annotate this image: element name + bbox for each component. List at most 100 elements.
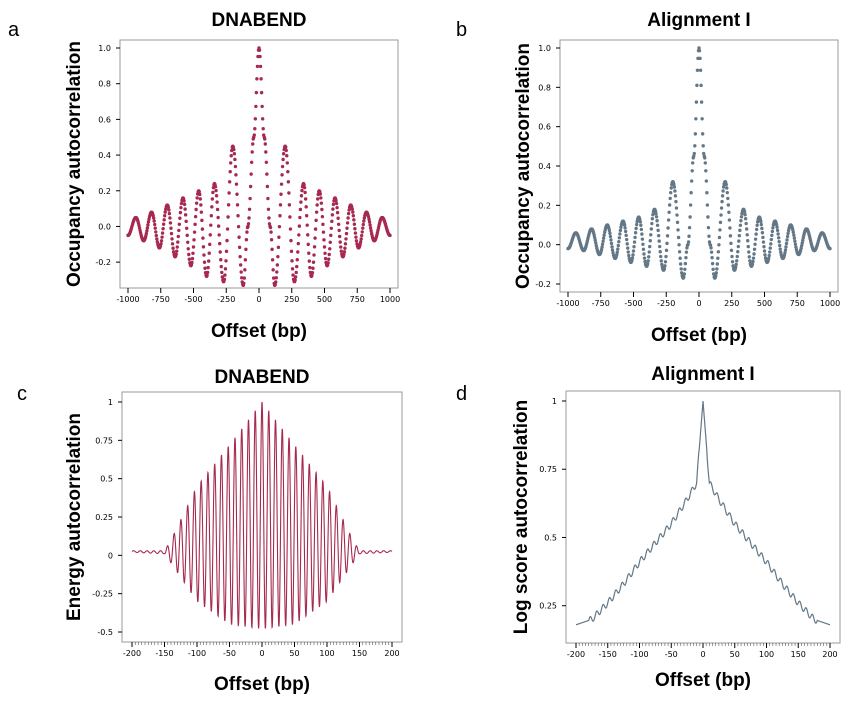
data-point <box>343 242 348 246</box>
data-point <box>352 222 357 226</box>
data-point <box>776 236 781 240</box>
data-point <box>179 201 184 206</box>
data-point <box>339 249 343 253</box>
data-point <box>276 254 280 259</box>
data-point <box>360 233 364 238</box>
x-axis: -1000 -750 -500 -250 0 250 500 750 1000 <box>116 288 400 304</box>
chart-title: Alignment I <box>651 364 754 385</box>
data-point <box>146 220 151 224</box>
x-tick-label: -250 <box>657 299 675 308</box>
data-point <box>205 273 209 278</box>
x-tick-label: 100 <box>319 649 334 658</box>
data-point <box>677 250 682 254</box>
data-point <box>368 223 372 227</box>
data-point <box>239 270 243 274</box>
data-point <box>733 265 738 269</box>
x-tick-label: 0 <box>259 649 264 658</box>
data-point <box>322 245 327 249</box>
data-point <box>610 245 614 249</box>
data-point <box>633 231 638 235</box>
data-point <box>660 262 664 267</box>
data-point <box>200 227 205 231</box>
data-point <box>667 203 672 207</box>
data-point <box>633 235 637 240</box>
data-point <box>745 233 749 237</box>
data-point <box>190 256 195 261</box>
data-point <box>193 214 198 219</box>
data-point <box>218 250 222 254</box>
data-point <box>666 226 670 230</box>
series-line <box>131 401 393 629</box>
data-point <box>318 192 323 196</box>
data-point <box>289 249 294 254</box>
data-point <box>203 266 207 270</box>
data-point <box>784 245 788 249</box>
data-point <box>179 205 183 210</box>
data-point <box>828 246 832 251</box>
data-point <box>678 256 682 260</box>
data-point <box>322 238 326 242</box>
data-point <box>145 226 150 230</box>
data-point <box>194 201 199 205</box>
data-point <box>692 154 696 158</box>
data-point <box>223 267 228 271</box>
data-point <box>735 259 739 263</box>
x-tick-label: 50 <box>289 649 299 658</box>
data-point <box>736 250 740 254</box>
data-point <box>634 222 639 227</box>
data-point <box>210 197 215 201</box>
data-point <box>334 201 339 206</box>
data-point <box>650 221 654 226</box>
data-point <box>228 169 232 174</box>
x-axis-title: Offset (bp) <box>211 321 307 342</box>
data-point <box>655 223 660 227</box>
data-point <box>778 247 782 251</box>
data-point <box>649 233 653 237</box>
data-point <box>694 117 698 121</box>
data-point <box>323 251 327 256</box>
data-point <box>705 191 709 195</box>
data-point <box>686 242 690 247</box>
data-point <box>176 240 180 244</box>
data-point <box>201 236 205 240</box>
data-point <box>631 249 636 253</box>
data-point <box>761 235 765 240</box>
data-point <box>717 235 722 240</box>
data-point <box>260 117 265 121</box>
x-tick-label: -750 <box>152 295 170 304</box>
data-point <box>361 222 365 227</box>
data-point <box>207 251 211 255</box>
x-tick-label: -100 <box>188 649 206 658</box>
data-point <box>618 228 623 233</box>
data-point <box>738 228 742 233</box>
data-point <box>353 227 357 231</box>
data-point <box>600 245 604 249</box>
data-point <box>664 254 668 259</box>
data-point <box>354 235 358 239</box>
data-point <box>703 161 707 165</box>
data-point <box>367 217 371 222</box>
data-point <box>710 255 714 260</box>
data-point <box>346 211 351 216</box>
data-point <box>319 201 324 205</box>
x-tick-label: 1000 <box>380 295 400 304</box>
data-point <box>319 196 323 200</box>
data-point <box>277 224 282 229</box>
data-point <box>254 104 258 109</box>
data-point <box>800 241 804 245</box>
data-point <box>747 250 751 254</box>
data-point <box>302 182 306 187</box>
panel-letter-b: b <box>456 19 467 41</box>
data-point <box>753 242 757 246</box>
data-point <box>747 255 751 259</box>
data-point <box>163 210 167 214</box>
data-point <box>775 228 780 233</box>
y-axis: 0.25 0.5 0.75 1 <box>539 397 566 611</box>
data-point <box>632 245 636 249</box>
data-point <box>720 194 725 198</box>
y-tick-label: 0.5 <box>100 475 113 484</box>
data-point <box>249 172 253 176</box>
data-point <box>159 239 164 243</box>
data-point <box>618 232 622 236</box>
x-tick-label: -1000 <box>556 299 579 308</box>
